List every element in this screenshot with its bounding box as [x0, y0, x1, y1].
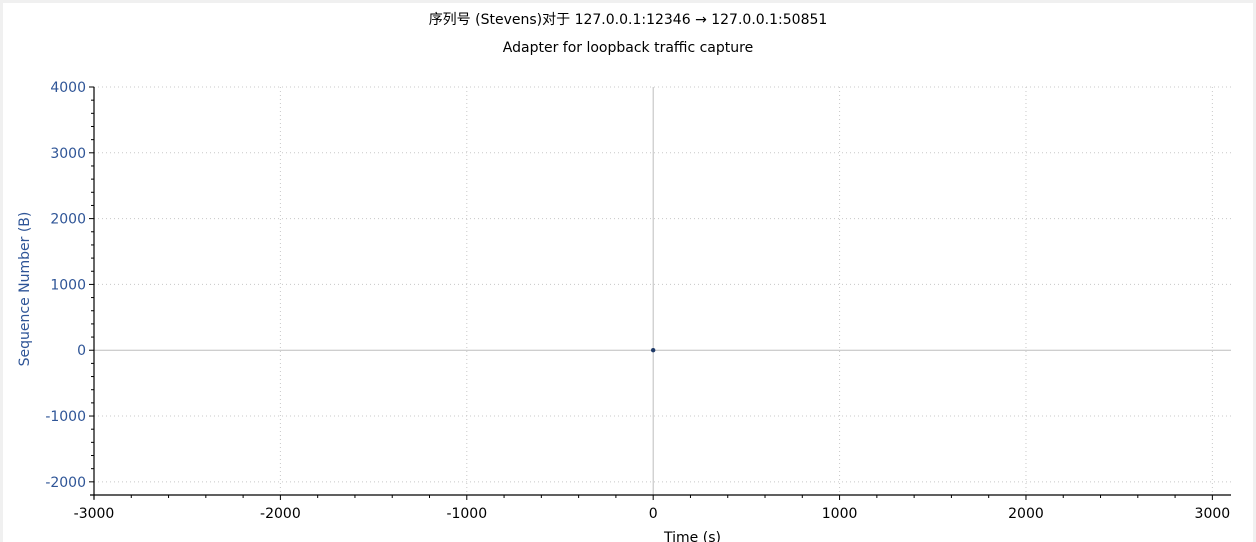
x-tick-label: -2000 [260, 506, 301, 522]
x-tick-label: 1000 [822, 506, 858, 522]
x-axis-label: Time (s) [663, 530, 721, 542]
y-tick-label: -2000 [45, 475, 86, 491]
chart-subtitle: Adapter for loopback traffic capture [502, 40, 754, 56]
data-point[interactable] [650, 348, 656, 353]
x-tick-label: -3000 [74, 506, 115, 522]
chart-title: 序列号 (Stevens)对于 127.0.0.1:12346 → 127.0.… [428, 12, 828, 28]
plot-area[interactable]: -2000 -1000 0 1000 2000 3000 4000 -3000 -2000 -10… [3, 3, 1253, 542]
y-tick-label: 4000 [50, 80, 86, 96]
y-tick-label: 0 [77, 343, 86, 359]
x-tick-label: -1000 [446, 506, 487, 522]
y-tick-label: 1000 [50, 277, 86, 293]
y-axis-label: Sequence Number (B) [17, 212, 33, 367]
x-tick-label: 3000 [1195, 506, 1231, 522]
y-tick-label: -1000 [45, 409, 86, 425]
x-tick-label: 2000 [1008, 506, 1044, 522]
y-tick-label: 2000 [50, 212, 86, 228]
x-tick-label: 0 [649, 506, 658, 522]
y-tick-label: 3000 [50, 146, 86, 162]
